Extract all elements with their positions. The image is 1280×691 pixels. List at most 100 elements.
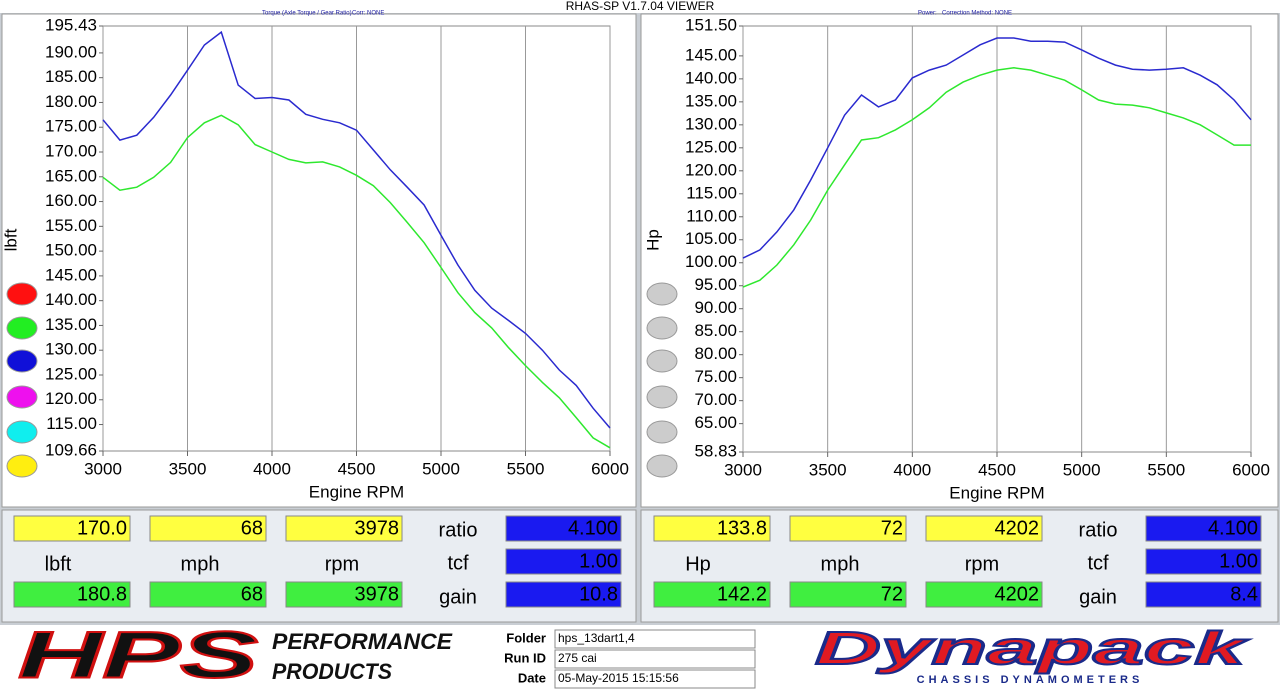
y-tick-label: 109.66: [45, 440, 97, 459]
param-label: ratio: [1079, 519, 1118, 541]
readout-value: 68: [241, 583, 263, 605]
title-bar: [0, 0, 1280, 13]
y-tick-label: 195.43: [45, 15, 97, 34]
y-tick-label: 85.00: [694, 321, 737, 340]
brand: Dynapack CHASSIS DYNAMOMETERS: [814, 621, 1251, 686]
x-tick-label: 4500: [338, 459, 376, 478]
header-note: Power:: [918, 11, 937, 17]
readout-box: [925, 515, 1043, 542]
readout-unit: rpm: [965, 553, 999, 575]
y-axis-label: Hp: [643, 229, 662, 251]
param-box: [505, 548, 622, 575]
y-tick-label: 130.00: [45, 340, 97, 359]
y-tick-label: 140.00: [685, 68, 737, 87]
y-tick-label: 135.00: [685, 91, 737, 110]
readout-unit: Hp: [685, 553, 711, 575]
param-label: tcf: [447, 552, 469, 574]
y-tick-label: 58.83: [694, 441, 737, 460]
brand-sub: CHASSIS DYNAMOMETERS: [917, 674, 1144, 686]
readout-value: 4202: [995, 583, 1040, 605]
x-tick-label: 5000: [1063, 460, 1101, 479]
readout-box: [285, 515, 403, 542]
header-note: Torque (Axle Torque / Gear Ratio): [262, 11, 352, 17]
y-tick-label: 125.00: [685, 137, 737, 156]
param-label: tcf: [1087, 552, 1109, 574]
param-box: [505, 515, 622, 542]
x-tick-label: 5000: [422, 459, 460, 478]
legend-swatch: [646, 385, 678, 409]
readout-value: 72: [881, 517, 903, 539]
series-line: [102, 114, 611, 449]
series-line: [742, 67, 1251, 288]
x-tick-label: 5500: [507, 459, 545, 478]
param-box: [1145, 581, 1262, 608]
readout-value: 170.0: [77, 517, 127, 539]
param-label: ratio: [439, 519, 478, 541]
y-tick-label: 180.00: [45, 92, 97, 111]
header-note: Corr: NONE: [352, 11, 384, 17]
field-label: Date: [518, 670, 546, 685]
y-tick-label: 80.00: [694, 344, 737, 363]
legend-swatch: [646, 316, 678, 340]
param-label: gain: [439, 586, 477, 608]
y-tick-label: 95.00: [694, 275, 737, 294]
header-note: Correction Method: NONE: [942, 11, 1012, 17]
series-line: [102, 30, 611, 429]
readout-unit: rpm: [325, 553, 359, 575]
y-tick-label: 65.00: [694, 413, 737, 432]
param-label: gain: [1079, 586, 1117, 608]
readout-box: [13, 581, 131, 608]
readout-unit: mph: [821, 553, 860, 575]
series-line: [742, 37, 1252, 259]
param-value: 8.4: [1230, 583, 1258, 605]
x-tick-label: 6000: [591, 459, 629, 478]
readout-value: 4202: [995, 517, 1040, 539]
readout-box: [653, 581, 771, 608]
x-axis-label: Engine RPM: [949, 483, 1044, 502]
y-tick-label: 190.00: [45, 42, 97, 61]
param-value: 10.8: [579, 583, 618, 605]
y-tick-label: 135.00: [45, 315, 97, 334]
y-tick-label: 145.00: [685, 45, 737, 64]
x-tick-label: 4000: [893, 460, 931, 479]
readout-box: [653, 515, 771, 542]
y-tick-label: 115.00: [46, 414, 97, 433]
legend-swatch: [646, 454, 678, 478]
legend-swatch: [646, 420, 678, 444]
param-value: 1.00: [1219, 550, 1258, 572]
readout-box: [149, 515, 267, 542]
field-value: hps_13dart1,4: [558, 631, 635, 645]
field-box: [554, 629, 756, 649]
param-box: [505, 581, 622, 608]
readout-value: 68: [241, 517, 263, 539]
readout-box: [925, 581, 1043, 608]
legend-swatch: [6, 316, 38, 340]
legend-swatch: [6, 420, 38, 444]
readout-box: [789, 581, 907, 608]
y-tick-label: 115.00: [686, 183, 737, 202]
param-value: 4.100: [568, 517, 618, 539]
y-tick-label: 120.00: [685, 160, 737, 179]
y-tick-label: 90.00: [694, 298, 737, 317]
legend-swatch: [646, 349, 678, 373]
field-box: [554, 649, 756, 669]
readout-value: 3978: [355, 583, 400, 605]
readout-box: [285, 581, 403, 608]
y-tick-label: 110.00: [686, 206, 737, 225]
legend-swatch: [6, 349, 38, 373]
y-tick-label: 185.00: [45, 67, 97, 86]
y-tick-label: 150.00: [45, 241, 97, 260]
readout-unit: mph: [181, 553, 220, 575]
y-tick-label: 125.00: [45, 364, 97, 383]
logo-sub: PRODUCTS: [272, 659, 392, 684]
legend-swatch: [6, 282, 38, 306]
x-axis-label: Engine RPM: [309, 482, 404, 501]
y-tick-label: 120.00: [45, 389, 97, 408]
param-box: [1145, 548, 1262, 575]
x-tick-label: 4500: [978, 460, 1016, 479]
y-tick-label: 160.00: [45, 191, 97, 210]
y-tick-label: 70.00: [694, 390, 737, 409]
y-tick-label: 145.00: [45, 265, 97, 284]
param-box: [1145, 515, 1262, 542]
